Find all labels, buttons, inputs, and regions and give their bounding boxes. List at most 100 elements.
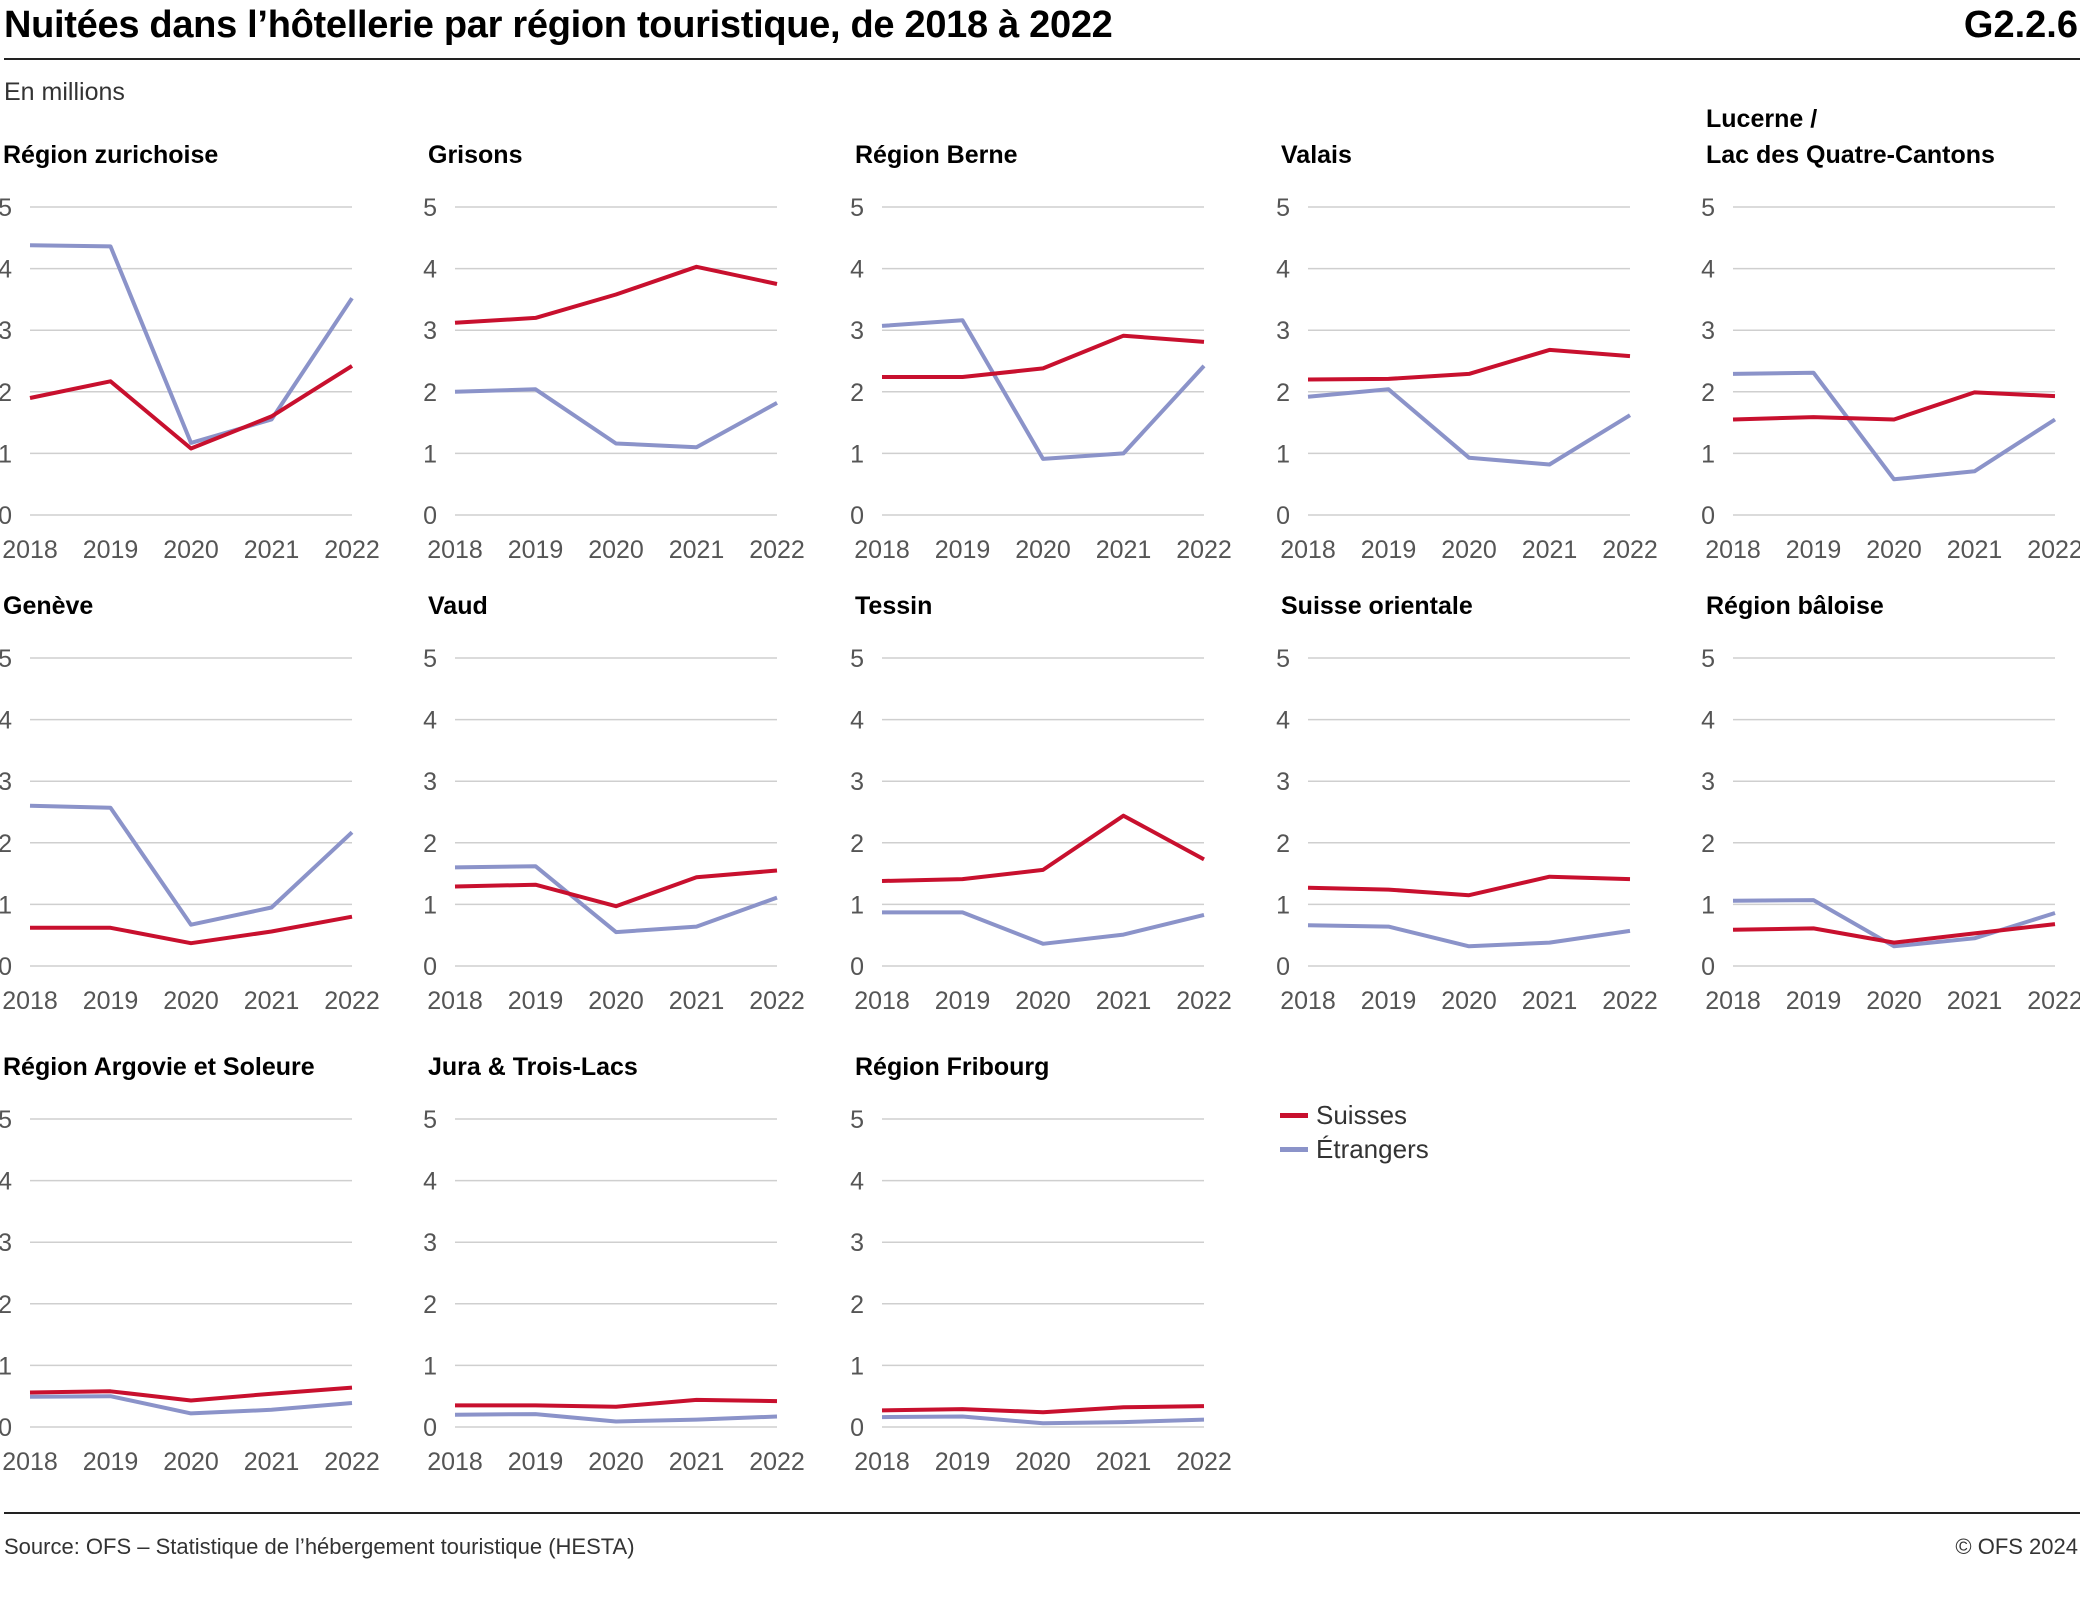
x-tick-label: 2022 [324,536,380,564]
chart-panel-region-zurichoise: Région zurichoise 0 1 2 3 4 5 2018 2019 2020 2021 2… [0,141,380,564]
y-tick-label: 4 [850,1168,864,1196]
y-tick-label: 0 [1701,953,1715,981]
series-line-etrangers [881,1414,1205,1426]
y-tick-label: 1 [0,891,12,919]
x-tick-label: 2020 [1441,536,1497,564]
chart-panel-geneve: Genève 0 1 2 3 4 5 2018 2019 2020 2021 2022 [0,592,380,1015]
y-tick-label: 0 [1701,502,1715,530]
x-tick-label: 2018 [427,987,483,1015]
x-tick-label: 2018 [2,536,58,564]
y-tick-label: 4 [423,707,437,735]
x-tick-label: 2020 [163,987,219,1015]
y-tick-label: 2 [423,1291,437,1319]
x-tick-label: 2021 [1947,536,2003,564]
y-tick-label: 1 [1701,440,1715,468]
x-tick-label: 2021 [1522,536,1578,564]
chart-panel-region-fribourg: Région Fribourg 0 1 2 3 4 5 2018 2019 2020 2021 202… [850,1053,1232,1476]
legend-label-etrangers: Étrangers [1316,1133,1429,1164]
y-tick-label: 5 [850,1106,864,1134]
series-line-suisses [29,364,354,451]
y-tick-label: 3 [0,317,12,345]
legend-item-etrangers: Étrangers [1280,1132,1429,1166]
y-tick-label: 4 [1701,256,1715,284]
series-line-etrangers [1732,898,2056,949]
x-tick-label: 2020 [588,536,644,564]
series-line-etrangers [1307,387,1632,467]
x-tick-label: 2019 [1361,987,1417,1015]
y-tick-label: 3 [423,1229,437,1257]
y-tick-label: 4 [423,256,437,284]
x-tick-label: 2018 [1705,987,1761,1015]
chart-title: Valais [1281,141,1352,169]
y-tick-label: 3 [0,768,12,796]
y-tick-label: 5 [0,645,12,673]
copyright-note: © OFS 2024 [1955,1534,2078,1559]
y-tick-label: 5 [423,194,437,222]
chart-title: Genève [3,592,93,620]
chart-title: Région Berne [855,141,1018,169]
x-tick-label: 2022 [749,987,805,1015]
y-tick-label: 2 [850,1291,864,1319]
x-tick-label: 2019 [508,1448,564,1476]
y-tick-label: 5 [1276,194,1290,222]
chart-panel-lucerne-lac-des-quatre-cantons: Lucerne / Lac des Quatre-Cantons 0 1 2 3 4 5 201… [1701,105,2080,564]
chart-panel-grisons: Grisons 0 1 2 3 4 5 2018 2019 2020 2021 2022 [423,141,805,564]
y-tick-label: 2 [423,830,437,858]
series-line-suisses [1307,347,1631,382]
x-tick-label: 2022 [324,1448,380,1476]
x-tick-label: 2020 [1866,536,1922,564]
x-tick-label: 2022 [749,1448,805,1476]
x-tick-label: 2019 [83,1448,139,1476]
x-tick-label: 2020 [588,987,644,1015]
x-tick-label: 2018 [1705,536,1761,564]
y-tick-label: 0 [423,1414,437,1442]
y-tick-label: 2 [850,830,864,858]
series-line-suisses [1307,874,1631,898]
chart-title: Région bâloise [1706,592,1884,620]
y-tick-label: 1 [1701,891,1715,919]
x-tick-label: 2021 [244,1448,300,1476]
y-tick-label: 3 [1701,317,1715,345]
series-line-etrangers [881,318,1206,461]
x-tick-label: 2021 [669,1448,725,1476]
chart-title: Tessin [855,592,932,620]
header-divider [4,58,2080,60]
x-tick-label: 2021 [1096,1448,1152,1476]
series-line-etrangers [1307,923,1631,949]
y-tick-label: 1 [0,440,12,468]
y-tick-label: 1 [850,891,864,919]
y-tick-label: 0 [850,1414,864,1442]
x-tick-label: 2022 [1176,536,1232,564]
y-tick-label: 2 [1276,379,1290,407]
series-line-etrangers [1732,370,2057,482]
y-tick-label: 1 [423,891,437,919]
y-tick-label: 4 [0,707,12,735]
x-tick-label: 2022 [1176,1448,1232,1476]
y-tick-label: 5 [1701,645,1715,673]
y-tick-label: 1 [850,440,864,468]
chart-title: Région Argovie et Soleure [3,1053,315,1081]
x-tick-label: 2022 [1176,987,1232,1015]
x-tick-label: 2022 [749,536,805,564]
x-tick-label: 2019 [935,536,991,564]
y-tick-label: 5 [423,645,437,673]
y-tick-label: 3 [850,1229,864,1257]
y-tick-label: 1 [423,1352,437,1380]
y-tick-label: 0 [1276,953,1290,981]
y-tick-label: 5 [0,194,12,222]
footer-divider [4,1512,2080,1514]
y-tick-label: 0 [850,502,864,530]
series-line-suisses [882,333,1205,379]
page-title: Nuitées dans l’hôtellerie par région tou… [4,4,1113,46]
chart-panel-region-argovie-et-soleure: Région Argovie et Soleure 0 1 2 3 4 5 2018 2019 2… [0,1053,380,1476]
x-tick-label: 2020 [1441,987,1497,1015]
y-tick-label: 2 [1701,830,1715,858]
series-line-suisses [29,1385,353,1403]
x-tick-label: 2021 [1096,536,1152,564]
series-line-suisses [1732,390,2056,422]
x-tick-label: 2022 [324,987,380,1015]
series-line-suisses [454,868,778,909]
y-tick-label: 4 [1276,256,1290,284]
x-tick-label: 2019 [1786,987,1842,1015]
series-line-suisses [881,1404,1205,1415]
